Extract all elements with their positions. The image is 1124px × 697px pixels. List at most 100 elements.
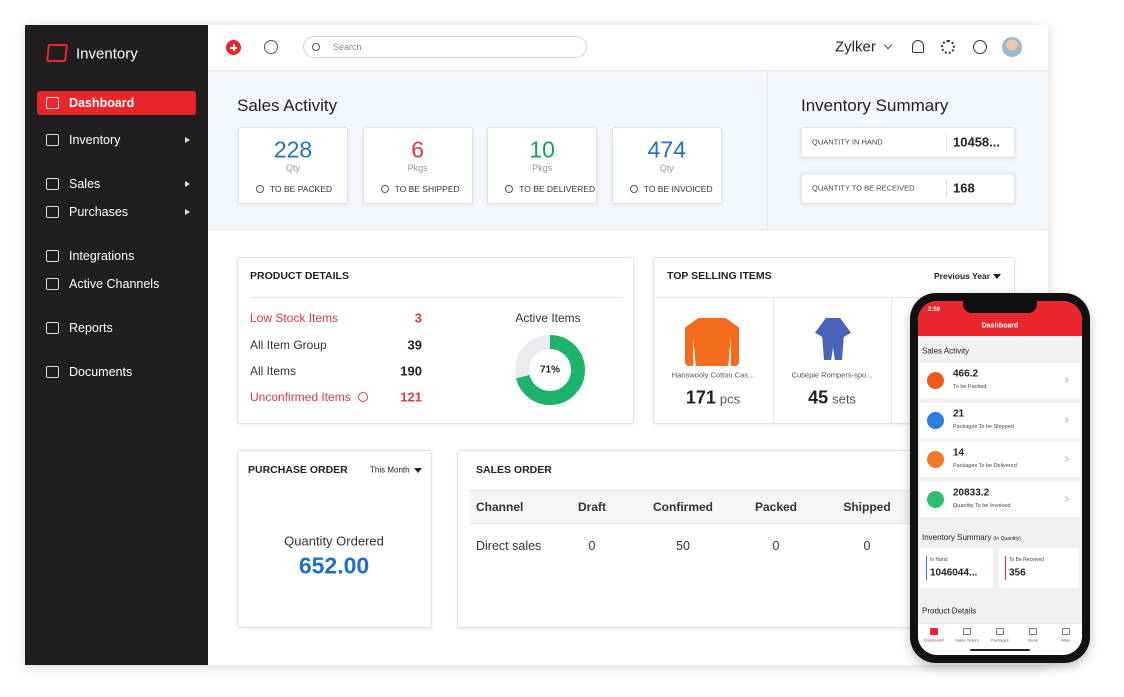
nav-icon bbox=[46, 366, 59, 378]
detail-label[interactable]: Low Stock Items bbox=[250, 311, 339, 325]
card-title: PRODUCT DETAILS bbox=[250, 270, 349, 282]
table-header-bg bbox=[470, 490, 930, 524]
column-header: Packed bbox=[754, 500, 798, 514]
card-title: TOP SELLING ITEMS bbox=[667, 270, 772, 282]
org-name[interactable]: Zylker bbox=[835, 38, 876, 56]
nav-item[interactable]: Purchases bbox=[69, 205, 129, 219]
item-unit: sets bbox=[832, 391, 856, 407]
phone-summary-box bbox=[999, 548, 1079, 588]
status-icon bbox=[505, 185, 514, 193]
column-header: Channel bbox=[476, 500, 524, 514]
period-filter[interactable]: This Month bbox=[370, 465, 410, 475]
tab-label[interactable]: More bbox=[1061, 637, 1071, 643]
phone-card[interactable] bbox=[920, 442, 1080, 477]
phone-card[interactable] bbox=[920, 402, 1080, 438]
period-filter[interactable]: Previous Year bbox=[934, 271, 991, 281]
nav-item[interactable]: Dashboard bbox=[69, 96, 135, 110]
nav-item[interactable]: Reports bbox=[69, 321, 113, 335]
phone-card[interactable] bbox=[920, 363, 1080, 398]
home-indicator bbox=[970, 649, 1030, 651]
topbar-border bbox=[208, 70, 1048, 71]
nav-item[interactable]: Active Channels bbox=[69, 277, 160, 291]
nav-icon bbox=[46, 206, 59, 218]
nav-icon bbox=[46, 322, 59, 334]
history-icon[interactable] bbox=[264, 40, 278, 54]
phone-summary-label: In Hand bbox=[930, 557, 948, 563]
tab-icon[interactable] bbox=[1062, 628, 1070, 635]
section-title: Inventory Summary bbox=[801, 96, 949, 115]
item-qty: 171 bbox=[685, 387, 716, 408]
detail-label[interactable]: Unconfirmed Items bbox=[250, 390, 351, 404]
col-divider bbox=[891, 297, 892, 424]
phone-card-icon bbox=[927, 411, 944, 429]
phone-card-value: 21 bbox=[953, 408, 965, 419]
tab-icon[interactable] bbox=[930, 628, 938, 635]
activity-card bbox=[611, 127, 722, 204]
status-icon bbox=[380, 185, 389, 193]
status-icon bbox=[256, 185, 264, 193]
item-qty-wrap: 171 pcs bbox=[686, 388, 740, 409]
logo-icon bbox=[46, 44, 68, 62]
phone-summary-bar bbox=[926, 556, 927, 580]
column-header: Draft bbox=[577, 500, 607, 514]
phone-card-label: Packages To be Delivered bbox=[953, 463, 1017, 469]
activity-unit: Pkgs bbox=[532, 163, 553, 173]
item-qty-wrap: 45 sets bbox=[808, 388, 856, 409]
phone-card[interactable] bbox=[920, 481, 1080, 517]
card-title: PURCHASE ORDER bbox=[248, 464, 348, 476]
phone-summary-box bbox=[920, 548, 993, 588]
tab-label[interactable]: Dashboard bbox=[924, 637, 944, 643]
help-icon[interactable] bbox=[973, 40, 987, 54]
avatar[interactable] bbox=[1002, 37, 1022, 57]
summary-value: 168 bbox=[953, 180, 975, 196]
app-name: Inventory bbox=[76, 45, 138, 63]
tab-label[interactable]: Sales Orders bbox=[955, 637, 979, 643]
plus-v bbox=[233, 44, 235, 51]
add-button[interactable] bbox=[226, 40, 241, 55]
notch bbox=[963, 301, 1037, 313]
column-header: Shipped bbox=[843, 500, 891, 514]
settings-icon[interactable] bbox=[941, 40, 955, 54]
phone-summary-label: To Be Received bbox=[1009, 557, 1045, 563]
summary-label: QUANTITY IN HAND bbox=[812, 137, 883, 147]
detail-value: 3 bbox=[414, 310, 422, 326]
summary-value: 10458... bbox=[953, 134, 1000, 150]
donut-arc bbox=[515, 335, 585, 405]
phone-card-label: Quantity To be Invoiced bbox=[953, 502, 1011, 509]
detail-label: All Items bbox=[250, 364, 297, 378]
tab-label[interactable]: Packages bbox=[991, 637, 1009, 643]
summary-box bbox=[801, 173, 1015, 204]
table-cell: 50 bbox=[676, 539, 690, 553]
nav-arrow bbox=[185, 137, 190, 143]
item-name: Cutiepie Rompers-spo... bbox=[791, 370, 873, 380]
summary-label: QUANTITY TO BE RECEIVED bbox=[812, 183, 915, 193]
activity-unit: Qty bbox=[659, 163, 674, 173]
info-icon bbox=[358, 392, 368, 402]
search-icon bbox=[312, 43, 320, 51]
summary-divider bbox=[946, 180, 947, 197]
phone-inventory-wrap: Inventory Summary (In Quantity) bbox=[922, 527, 1021, 545]
table-cell: Direct sales bbox=[476, 539, 542, 553]
tab-icon[interactable] bbox=[1029, 628, 1037, 635]
activity-label: TO BE INVOICED bbox=[643, 184, 713, 194]
tab-label[interactable]: Items bbox=[1028, 637, 1038, 643]
bell-icon[interactable] bbox=[912, 40, 924, 53]
activity-unit: Pkgs bbox=[407, 163, 428, 173]
nav-icon bbox=[46, 134, 59, 146]
phone-card-label: Packages To be Shipped bbox=[953, 423, 1014, 430]
nav-item[interactable]: Documents bbox=[69, 365, 133, 379]
activity-value: 6 bbox=[411, 136, 424, 163]
phone-section: Product Details bbox=[922, 606, 977, 616]
tab-icon[interactable] bbox=[963, 628, 971, 635]
phone-note: (In Quantity) bbox=[993, 536, 1021, 542]
activity-unit: Qty bbox=[285, 163, 301, 173]
column-header: Confirmed bbox=[653, 500, 713, 514]
phone-card-icon bbox=[927, 451, 944, 468]
table-cell: 0 bbox=[588, 539, 596, 553]
nav-item[interactable]: Inventory bbox=[69, 133, 121, 147]
nav-item[interactable]: Integrations bbox=[69, 249, 135, 263]
tab-icon[interactable] bbox=[996, 628, 1004, 635]
search-box[interactable] bbox=[303, 36, 587, 58]
nav-item[interactable]: Sales bbox=[69, 177, 101, 191]
